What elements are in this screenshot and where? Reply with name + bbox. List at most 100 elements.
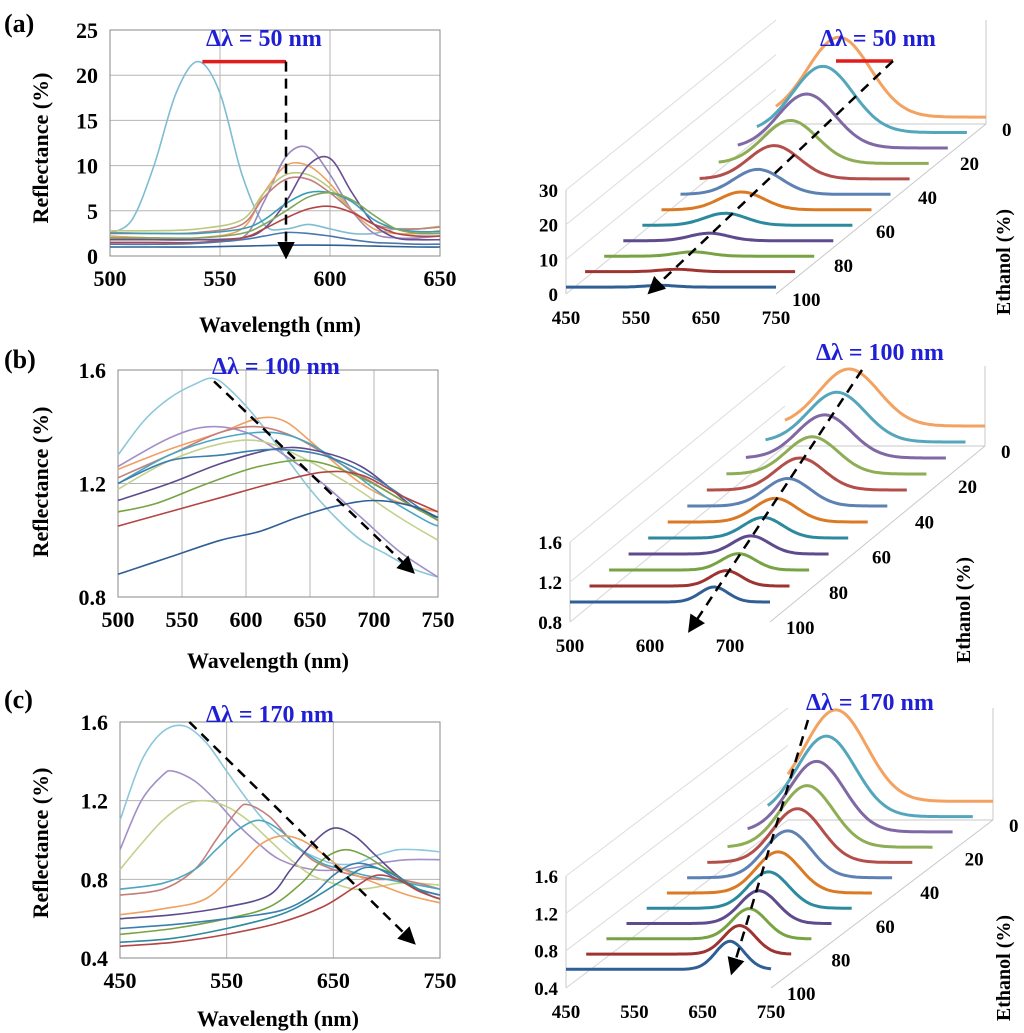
waterfall-ribbon	[604, 250, 815, 258]
y-axis-title-c: Reflectance (%)	[28, 768, 53, 919]
waterfall-ribbon	[786, 708, 993, 803]
x-tick-label: 600	[314, 266, 347, 291]
delta-annotation-a-3d: Δλ = 50 nm	[820, 26, 936, 52]
floor-edge-right	[769, 445, 986, 623]
ethanol-tick-label: 20	[960, 154, 979, 175]
chart-a-2d: 500 550 600 650 0 5 10 15 20 25	[76, 18, 457, 291]
waterfall-ribbon	[756, 64, 967, 134]
z-grid-line	[565, 744, 789, 914]
x-tick-label: 600	[230, 607, 263, 632]
waterfall-ribbon	[566, 283, 776, 289]
chart-c-3d: 0.4 0.8 1.2 1.6 450 550 650 750 0 20 40 60 80 100	[534, 707, 1019, 1023]
x-tick-label: 550	[204, 266, 237, 291]
delta-annotation-c-3d: Δλ = 170 nm	[806, 690, 934, 716]
x-tick-label: 450	[104, 968, 137, 993]
ethanol-tick-label: 0	[1001, 442, 1011, 463]
waterfall-ribbon	[775, 35, 986, 119]
panel-label-c: (c)	[4, 685, 33, 714]
ethanol-tick-label: 40	[915, 512, 934, 533]
z-grid-line	[565, 819, 789, 989]
spectrum-line	[117, 459, 439, 522]
chart-b-2d: 500 550 600 650 700 750 0.8 1.2 1.6	[79, 358, 455, 632]
z-grid-line	[565, 54, 777, 226]
spectrum-line	[117, 470, 439, 527]
spectrum-line	[109, 191, 441, 240]
spectrum-line	[119, 835, 441, 916]
spectrum-line	[109, 60, 441, 235]
peak-shift-arrow	[727, 719, 810, 976]
waterfall-ribbon	[667, 496, 868, 524]
x-tick-label: 750	[422, 607, 455, 632]
ethanol-tick-label: 40	[920, 883, 939, 904]
z-tick-label: 0.4	[534, 979, 558, 1000]
peak-shift-arrow	[213, 380, 415, 574]
waterfall-ribbon	[586, 923, 792, 956]
ethanol-tick-label: 20	[958, 477, 977, 498]
x-tick-label: 650	[424, 266, 457, 291]
spectrum-line	[119, 874, 441, 947]
panel-label-a: (a)	[4, 9, 34, 38]
z-grid-line	[565, 88, 777, 260]
ethanol-tick-label: 40	[918, 188, 937, 209]
y-tick-label: 25	[76, 18, 98, 43]
waterfall-ribbon	[784, 367, 985, 428]
x-tick-label: 450	[552, 1002, 581, 1023]
spectrum-line	[117, 377, 439, 578]
chart-c-2d: 450 550 650 750 0.4 0.8 1.2 1.6	[81, 710, 457, 993]
z-grid-line	[569, 405, 786, 583]
delta-annotation-a: Δλ = 50 nm	[206, 26, 322, 52]
x-tick-label: 550	[620, 1002, 649, 1023]
waterfall-ribbon	[687, 829, 893, 880]
z-grid-line	[565, 782, 789, 952]
x-axis-title-c: Wavelength (nm)	[197, 1006, 359, 1031]
spectrum-line	[117, 499, 439, 576]
ethanol-tick-label: 100	[786, 618, 815, 639]
waterfall-ribbon	[566, 939, 772, 971]
x-tick-label: 500	[94, 266, 127, 291]
waterfall-ribbon	[606, 907, 812, 941]
x-tick-label: 550	[210, 968, 243, 993]
waterfall-ribbon	[680, 167, 891, 196]
spectrum-line	[110, 155, 441, 241]
x-tick-label: 650	[692, 308, 721, 329]
ethanol-tick-label: 20	[965, 850, 984, 871]
x-tick-label: 550	[622, 308, 651, 329]
spectrum-line	[109, 190, 441, 235]
y-tick-label: 15	[76, 108, 98, 133]
y-tick-label: 1.2	[79, 472, 107, 497]
z-tick-label: 1.2	[538, 573, 562, 594]
waterfall-ribbon	[648, 515, 849, 540]
peak-shift-arrow	[688, 369, 864, 633]
x-tick-label: 750	[757, 1002, 786, 1023]
ethanol-axis-title-b: Ethanol (%)	[953, 557, 975, 663]
spectrum-line	[109, 171, 441, 232]
ethanol-tick-label: 60	[876, 222, 895, 243]
waterfall-ribbon	[699, 144, 910, 181]
x-tick-label: 700	[716, 636, 745, 657]
spectrum-line	[117, 425, 439, 578]
ethanol-axis-title-a: Ethanol (%)	[993, 209, 1015, 315]
ethanol-tick-label: 100	[787, 984, 816, 1005]
waterfall-ribbon	[569, 585, 770, 604]
y-axis-title-a: Reflectance (%)	[28, 73, 53, 224]
z-tick-label: 0.8	[538, 613, 562, 634]
waterfall-ribbon	[609, 552, 810, 572]
plot-frame	[119, 721, 441, 959]
x-tick-label: 600	[636, 636, 665, 657]
delta-annotation-b: Δλ = 100 nm	[212, 354, 340, 380]
z-tick-label: 20	[539, 216, 558, 237]
x-tick-label: 650	[688, 1002, 717, 1023]
waterfall-ribbon	[626, 889, 832, 925]
spectrum-line	[119, 724, 441, 866]
y-tick-label: 5	[87, 199, 98, 224]
spectrum-line	[109, 205, 441, 244]
z-tick-label: 0.8	[534, 942, 558, 963]
waterfall-ribbon	[666, 850, 872, 895]
delta-annotation-b-3d: Δλ = 100 nm	[816, 340, 944, 366]
floor-edge-right	[775, 123, 987, 295]
z-tick-label: 1.6	[534, 867, 558, 888]
waterfall-ribbon	[745, 413, 946, 460]
floor-edge-right	[770, 819, 994, 989]
y-tick-label: 0.4	[81, 946, 109, 971]
